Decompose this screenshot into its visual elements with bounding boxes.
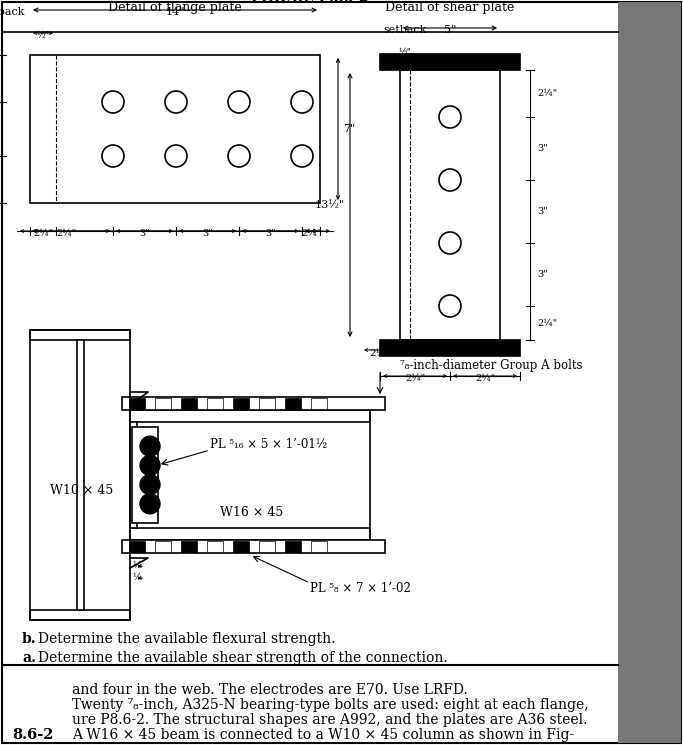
Bar	[122, 540, 385, 553]
Text: 2¼": 2¼"	[537, 319, 557, 328]
Circle shape	[140, 494, 160, 514]
Circle shape	[140, 475, 160, 495]
Bar	[30, 610, 130, 620]
Text: Determine the available shear strength of the connection.: Determine the available shear strength o…	[38, 651, 447, 665]
Bar	[181, 398, 197, 409]
Bar	[129, 541, 145, 552]
Bar	[207, 541, 223, 552]
Text: a.: a.	[22, 651, 36, 665]
Bar	[285, 398, 301, 409]
Bar	[122, 397, 385, 410]
Text: 2¼": 2¼"	[57, 229, 76, 238]
Text: W16 × 45: W16 × 45	[220, 507, 283, 519]
Text: ½": ½"	[399, 48, 411, 57]
Text: PL ⁵₁₆ × 5 × 1’-01½: PL ⁵₁₆ × 5 × 1’-01½	[210, 439, 327, 451]
Text: 3": 3"	[139, 229, 150, 238]
Text: 2¼": 2¼"	[301, 229, 321, 238]
Circle shape	[140, 455, 160, 475]
Text: and four in the web. The electrodes are E70. Use LRFD.: and four in the web. The electrodes are …	[72, 683, 468, 697]
Bar	[311, 541, 327, 552]
Bar	[76, 340, 83, 610]
Text: 3": 3"	[202, 229, 213, 238]
Text: ►: ►	[138, 562, 143, 570]
Bar	[130, 410, 370, 422]
Text: b.: b.	[22, 632, 37, 646]
Bar	[233, 398, 249, 409]
Text: 5": 5"	[444, 25, 456, 35]
Text: ¼: ¼	[132, 561, 141, 570]
Bar	[207, 398, 223, 409]
Text: setback: setback	[0, 7, 25, 17]
Text: FIGURE P8.6-2: FIGURE P8.6-2	[251, 0, 369, 5]
Text: 2¼": 2¼"	[405, 374, 425, 383]
Text: 3": 3"	[537, 270, 548, 279]
Text: 7": 7"	[343, 124, 355, 134]
Text: 3": 3"	[537, 144, 548, 153]
Text: ⁷₈-inch-diameter Group A bolts: ⁷₈-inch-diameter Group A bolts	[400, 358, 583, 372]
Text: W10 × 45: W10 × 45	[51, 484, 113, 496]
Bar	[155, 398, 171, 409]
Bar	[233, 541, 249, 552]
Text: A W16 × 45 beam is connected to a W10 × 45 column as shown in Fig-: A W16 × 45 beam is connected to a W10 × …	[72, 728, 574, 742]
Text: 3": 3"	[537, 207, 548, 216]
Text: ½": ½"	[37, 31, 49, 40]
Bar	[380, 340, 520, 356]
Text: Determine the available flexural strength.: Determine the available flexural strengt…	[38, 632, 335, 646]
Bar	[130, 528, 370, 540]
Bar	[30, 330, 130, 340]
Bar	[181, 541, 197, 552]
Text: 2¼": 2¼"	[537, 89, 557, 98]
Text: Detail of flange plate: Detail of flange plate	[108, 1, 242, 14]
Text: 2¼": 2¼"	[475, 374, 495, 383]
Text: 2¼": 2¼"	[33, 229, 53, 238]
Bar	[30, 55, 320, 203]
Text: 13½": 13½"	[315, 200, 345, 210]
Text: 8.6-2: 8.6-2	[12, 728, 53, 742]
Bar	[155, 541, 171, 552]
Bar	[311, 398, 327, 409]
Text: 3": 3"	[265, 229, 276, 238]
Bar	[132, 427, 158, 523]
Bar	[259, 398, 275, 409]
Text: Detail of shear plate: Detail of shear plate	[385, 1, 515, 14]
Bar	[129, 398, 145, 409]
Text: PL ⁵₈ × 7 × 1’-02: PL ⁵₈ × 7 × 1’-02	[310, 582, 411, 595]
Bar	[618, 2, 681, 743]
Text: Twenty ⁷₈-inch, A325-N bearing-type bolts are used: eight at each flange,: Twenty ⁷₈-inch, A325-N bearing-type bolt…	[72, 698, 589, 712]
Text: 14": 14"	[165, 7, 184, 17]
Bar	[285, 541, 301, 552]
Text: ure P8.6-2. The structural shapes are A992, and the plates are A36 steel.: ure P8.6-2. The structural shapes are A9…	[72, 713, 587, 727]
Text: 2¼": 2¼"	[409, 349, 431, 358]
Text: setback: setback	[383, 25, 427, 35]
Text: ►: ►	[138, 574, 143, 582]
Text: 2¼": 2¼"	[370, 349, 391, 358]
Bar	[130, 422, 137, 528]
Bar	[30, 330, 130, 620]
Bar	[259, 541, 275, 552]
Text: ¼: ¼	[132, 573, 141, 582]
Bar	[400, 70, 500, 340]
Circle shape	[140, 437, 160, 456]
Bar	[380, 54, 520, 70]
